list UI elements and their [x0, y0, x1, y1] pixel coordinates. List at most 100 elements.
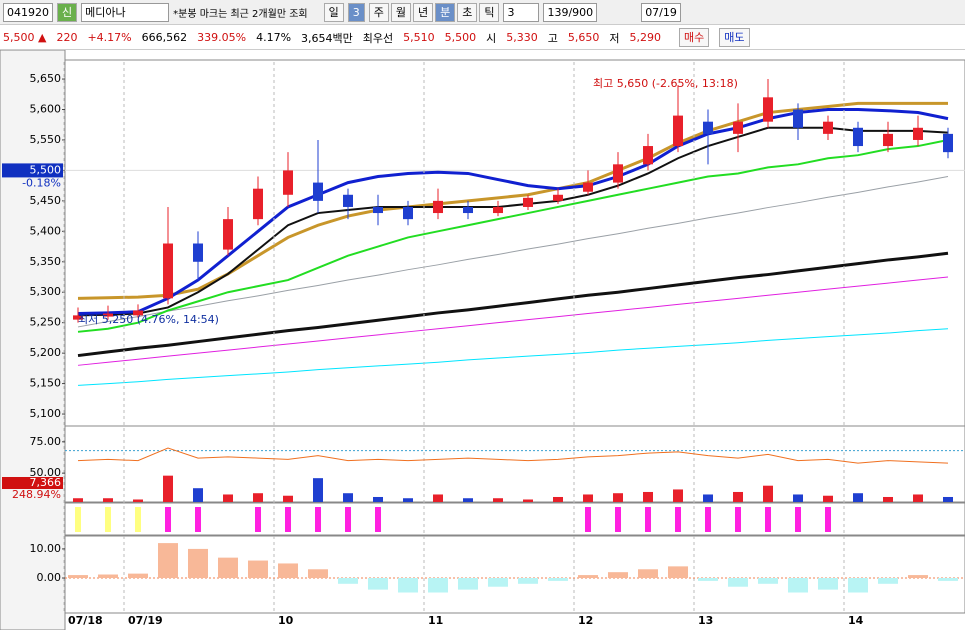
stock-name[interactable]: 메디아나 [81, 2, 170, 22]
change-pct: +4.17% [87, 31, 132, 44]
y-tick-label: 5,550 [30, 133, 62, 146]
osc-bar [278, 563, 298, 578]
signal-marker [195, 507, 201, 532]
osc-bar [818, 577, 838, 590]
ma-line [77, 276, 949, 366]
turnover: 4.17% [256, 31, 292, 44]
volume-bar [793, 494, 803, 502]
candle-body [763, 97, 773, 122]
y-tick-label: 5,450 [30, 194, 62, 207]
volume-bar [583, 494, 593, 502]
candle-body [883, 133, 893, 147]
candle-body [703, 121, 713, 134]
y-tick-label: 5,600 [30, 103, 62, 116]
period-button[interactable]: 초 [457, 2, 478, 22]
candle-body [343, 194, 353, 207]
change: 220 [56, 31, 78, 44]
osc-bar [758, 577, 778, 584]
volume: 666,562 [141, 31, 188, 44]
candle-body [913, 127, 923, 140]
bid: 5,500 [444, 31, 477, 44]
interval[interactable]: 3 [503, 2, 540, 22]
panel-frame [64, 59, 965, 427]
ratio-label: 248.94% [12, 488, 61, 501]
volume-bar [853, 493, 863, 502]
candle-body [193, 243, 203, 262]
volume-bar [283, 495, 293, 502]
change-label: -0.18% [22, 176, 61, 189]
best-label: 최우선 [362, 31, 394, 45]
volume-bar [913, 494, 923, 502]
candle-body [433, 200, 443, 214]
volume-bar [493, 498, 503, 502]
osc-bar [728, 577, 748, 587]
osc-bar [878, 577, 898, 584]
osc-bar [368, 577, 388, 590]
volume-bar [343, 493, 353, 502]
date[interactable]: 07/19 [641, 2, 681, 22]
osc-bar [158, 543, 178, 578]
ma-line [77, 251, 949, 358]
candle-body [133, 310, 143, 316]
current-box [2, 163, 63, 178]
signal-marker [795, 507, 801, 532]
candle-body [103, 313, 113, 317]
candle-body [253, 188, 263, 220]
osc-bar [488, 577, 508, 587]
candle-body [283, 170, 293, 195]
osc-bar [428, 577, 448, 593]
period-button[interactable]: 분 [435, 2, 456, 22]
volume-bar [163, 475, 173, 502]
buy-button[interactable]: 매수 [679, 28, 710, 47]
stock-code[interactable]: 041920 [3, 2, 53, 22]
osc-bar [338, 577, 358, 584]
x-tick-label: 11 [428, 614, 443, 627]
osc-bar [308, 569, 328, 578]
ask: 5,510 [403, 31, 435, 44]
volume-bar [253, 493, 263, 502]
notice: *분봉 마크는 최근 2개월만 조회 [173, 8, 308, 20]
market-tag: 신 [57, 2, 78, 22]
osc-bar [908, 575, 928, 578]
x-tick-label: 12 [578, 614, 593, 627]
volume-ratio: 339.05% [197, 31, 247, 44]
sell-button[interactable]: 매도 [719, 28, 750, 47]
osc-bar [458, 577, 478, 590]
signal-marker [345, 507, 351, 532]
volume-bar [553, 496, 563, 502]
quote-bar: 5,500 ▲ 220 +4.17% 666,562 339.05% 4.17%… [0, 26, 965, 50]
osc-bar [68, 575, 88, 578]
period-count[interactable]: 3 [347, 2, 365, 22]
period-button[interactable]: 주 [368, 2, 389, 22]
signal-marker [735, 507, 741, 532]
x-tick-label: 07/19 [128, 614, 163, 627]
high: 5,650 [567, 31, 600, 44]
osc-bar [218, 557, 238, 578]
osc-bar [938, 577, 958, 581]
y-tick-label: 10.00 [30, 542, 62, 555]
ma-line [77, 126, 949, 317]
candle-body [853, 127, 863, 147]
period-button[interactable]: 틱 [479, 2, 500, 22]
osc-bar [248, 560, 268, 578]
candle-body [793, 109, 803, 128]
period-button[interactable]: 일 [323, 2, 344, 22]
y-tick-label: 0.00 [37, 571, 62, 584]
candle-body [733, 121, 743, 134]
osc-bar [848, 577, 868, 593]
period-button[interactable]: 년 [412, 2, 434, 22]
signal-marker [705, 507, 711, 532]
volume-bar [733, 491, 743, 502]
x-tick-label: 14 [848, 614, 864, 627]
signal-marker [645, 507, 651, 532]
open: 5,330 [506, 31, 538, 44]
open-label: 시 [486, 31, 497, 45]
candle-body [553, 194, 563, 201]
y-tick-label: 5,300 [30, 285, 62, 298]
osc-bar [98, 574, 118, 578]
volume-bar [613, 493, 623, 502]
period-button[interactable]: 월 [390, 2, 411, 22]
